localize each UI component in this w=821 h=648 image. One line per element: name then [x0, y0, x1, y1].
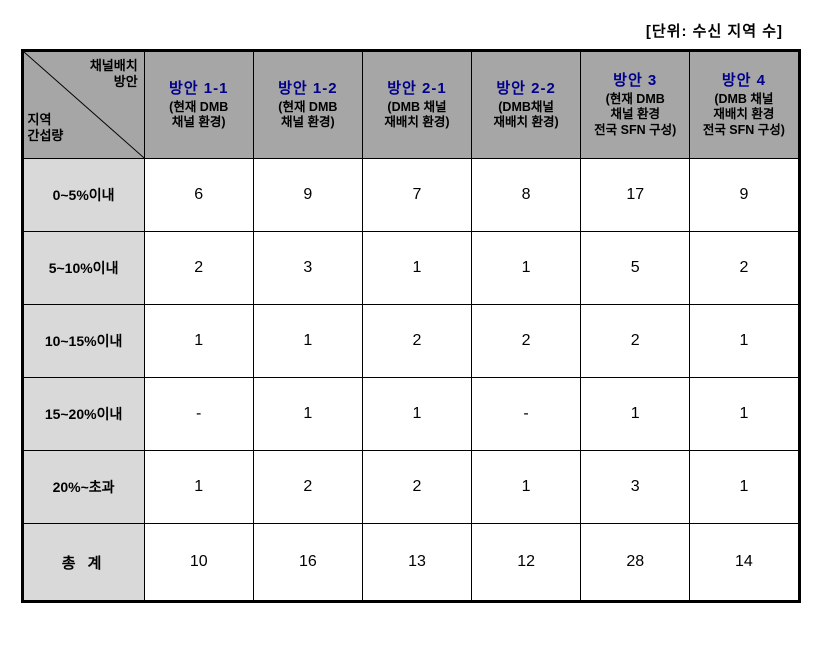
- col-header-2: 방안 2-1 (DMB 채널재배치 환경): [362, 51, 471, 159]
- table-row: 0~5%이내 6 9 7 8 17 9: [22, 159, 799, 232]
- col-header-4: 방안 3 (현재 DMB채널 환경전국 SFN 구성): [581, 51, 690, 159]
- interference-table: 채널배치 방안 지역 간섭량 방안 1-1 (현재 DMB채널 환경) 방안 1…: [21, 49, 801, 603]
- col-plan-4: 방안 3: [583, 71, 687, 91]
- cell: 5: [581, 232, 690, 305]
- diag-bottom-2: 간섭량: [28, 128, 64, 143]
- diag-top-2: 방안: [114, 74, 138, 89]
- cell: 2: [253, 451, 362, 524]
- row-label-0: 0~5%이내: [22, 159, 144, 232]
- cell: 1: [581, 378, 690, 451]
- cell: 1: [362, 232, 471, 305]
- row-label-4: 20%~초과: [22, 451, 144, 524]
- col-plan-0: 방안 1-1: [147, 79, 251, 99]
- col-header-1: 방안 1-2 (현재 DMB채널 환경): [253, 51, 362, 159]
- row-label-2: 10~15%이내: [22, 305, 144, 378]
- cell: 1: [362, 378, 471, 451]
- cell: 9: [690, 159, 799, 232]
- cell: 3: [581, 451, 690, 524]
- table-row: 15~20%이내 - 1 1 - 1 1: [22, 378, 799, 451]
- cell: 2: [362, 451, 471, 524]
- col-header-3: 방안 2-2 (DMB채널재배치 환경): [472, 51, 581, 159]
- col-desc-1: (현재 DMB채널 환경): [256, 100, 360, 131]
- col-desc-0: (현재 DMB채널 환경): [147, 100, 251, 131]
- cell: 1: [472, 451, 581, 524]
- unit-label: [단위: 수신 지역 수]: [20, 20, 801, 41]
- cell: 1: [690, 378, 799, 451]
- cell: 1: [253, 378, 362, 451]
- total-cell: 16: [253, 524, 362, 602]
- row-label-1: 5~10%이내: [22, 232, 144, 305]
- cell: 3: [253, 232, 362, 305]
- col-plan-2: 방안 2-1: [365, 79, 469, 99]
- cell: 1: [144, 305, 253, 378]
- total-cell: 10: [144, 524, 253, 602]
- cell: 2: [690, 232, 799, 305]
- total-label: 총 계: [22, 524, 144, 602]
- total-cell: 12: [472, 524, 581, 602]
- diagonal-header: 채널배치 방안 지역 간섭량: [22, 51, 144, 159]
- cell: 2: [362, 305, 471, 378]
- total-cell: 13: [362, 524, 471, 602]
- total-cell: 28: [581, 524, 690, 602]
- cell: 2: [472, 305, 581, 378]
- col-desc-2: (DMB 채널재배치 환경): [365, 100, 469, 131]
- diag-bottom-1: 지역: [28, 112, 52, 127]
- table-row: 10~15%이내 1 1 2 2 2 1: [22, 305, 799, 378]
- col-desc-4: (현재 DMB채널 환경전국 SFN 구성): [583, 92, 687, 139]
- cell: 1: [144, 451, 253, 524]
- col-desc-3: (DMB채널재배치 환경): [474, 100, 578, 131]
- cell: 2: [144, 232, 253, 305]
- total-row: 총 계 10 16 13 12 28 14: [22, 524, 799, 602]
- cell: -: [472, 378, 581, 451]
- cell: 8: [472, 159, 581, 232]
- col-plan-3: 방안 2-2: [474, 79, 578, 99]
- cell: 9: [253, 159, 362, 232]
- col-desc-5: (DMB 채널재배치 환경전국 SFN 구성): [692, 92, 795, 139]
- cell: 1: [253, 305, 362, 378]
- table-row: 20%~초과 1 2 2 1 3 1: [22, 451, 799, 524]
- cell: 7: [362, 159, 471, 232]
- col-plan-1: 방안 1-2: [256, 79, 360, 99]
- cell: 1: [690, 451, 799, 524]
- cell: 6: [144, 159, 253, 232]
- cell: 1: [472, 232, 581, 305]
- table-row: 5~10%이내 2 3 1 1 5 2: [22, 232, 799, 305]
- cell: 2: [581, 305, 690, 378]
- cell: 1: [690, 305, 799, 378]
- cell: -: [144, 378, 253, 451]
- row-label-3: 15~20%이내: [22, 378, 144, 451]
- diag-top-1: 채널배치: [90, 58, 138, 73]
- col-plan-5: 방안 4: [692, 71, 795, 91]
- col-header-0: 방안 1-1 (현재 DMB채널 환경): [144, 51, 253, 159]
- total-cell: 14: [690, 524, 799, 602]
- col-header-5: 방안 4 (DMB 채널재배치 환경전국 SFN 구성): [690, 51, 799, 159]
- cell: 17: [581, 159, 690, 232]
